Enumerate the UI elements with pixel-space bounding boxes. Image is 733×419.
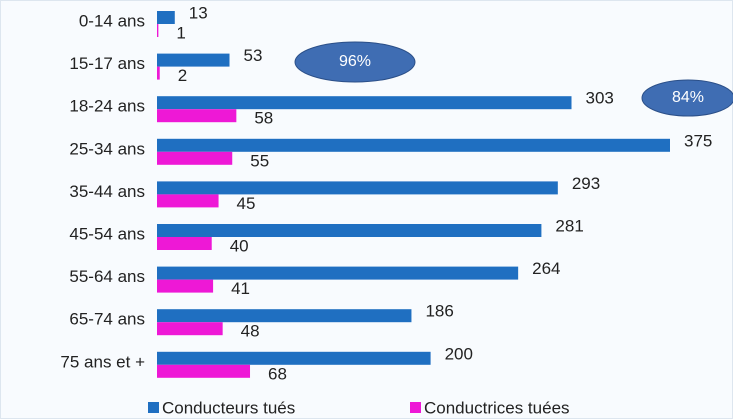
bar (157, 279, 214, 293)
bar (157, 309, 412, 323)
y-tick-label: 18-24 ans (69, 97, 145, 116)
value-label: 55 (250, 151, 269, 170)
annotation: 84% (672, 89, 704, 106)
bar (157, 351, 431, 365)
bar (157, 53, 230, 67)
value-label: 186 (425, 302, 453, 321)
bar (157, 11, 175, 24)
y-tick-label: 45-54 ans (69, 224, 145, 243)
value-label: 375 (684, 131, 712, 150)
legend-swatch (410, 402, 421, 413)
value-label: 293 (572, 174, 600, 193)
value-label: 58 (254, 109, 273, 128)
annotation-oval (294, 41, 416, 83)
value-label: 303 (586, 89, 614, 108)
bar (157, 24, 159, 37)
value-label: 41 (231, 279, 250, 298)
bar (157, 66, 160, 80)
value-label: 53 (244, 46, 263, 65)
value-label: 2 (178, 66, 187, 85)
y-tick-label: 15-17 ans (69, 54, 145, 73)
legend-label: Conductrices tuées (424, 398, 570, 417)
y-tick-label: 25-34 ans (69, 139, 145, 158)
y-tick-label: 35-44 ans (69, 182, 145, 201)
value-label: 200 (445, 344, 473, 363)
value-label: 40 (230, 236, 249, 255)
bar (157, 194, 219, 208)
value-label: 1 (176, 23, 185, 42)
value-label: 48 (241, 322, 260, 341)
bar (157, 237, 212, 250)
value-label: 281 (555, 216, 583, 235)
bar (157, 364, 251, 378)
annotation-oval (641, 79, 733, 117)
y-tick-label: 55-64 ans (69, 267, 145, 286)
annotation: 96% (339, 53, 371, 70)
bar (157, 266, 519, 280)
value-label: 13 (189, 3, 208, 22)
bar (157, 224, 542, 237)
bar (157, 181, 558, 195)
bar (157, 138, 670, 152)
y-tick-label: 75 ans et + (60, 352, 145, 371)
y-tick-label: 0-14 ans (79, 11, 145, 30)
legend-label: Conducteurs tués (162, 398, 295, 417)
legend-swatch (148, 402, 159, 413)
y-tick-label: 65-74 ans (69, 310, 145, 329)
value-label: 68 (268, 364, 287, 383)
bar (157, 151, 233, 165)
bar (157, 109, 237, 123)
value-label: 45 (237, 194, 256, 213)
bar (157, 96, 572, 110)
value-label: 264 (532, 259, 560, 278)
bar (157, 322, 223, 336)
